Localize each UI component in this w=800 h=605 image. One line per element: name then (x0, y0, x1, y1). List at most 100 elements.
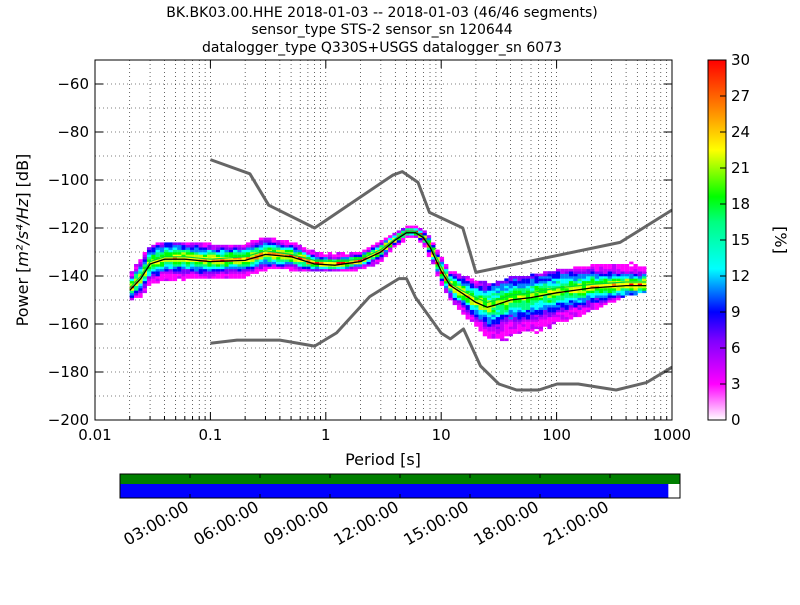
heatmap-cell (280, 244, 285, 248)
heatmap-cell (379, 244, 384, 248)
heatmap-cell (293, 242, 298, 246)
heatmap-cell (280, 264, 285, 267)
heatmap-cell (560, 309, 565, 313)
heatmap-cell (637, 285, 643, 289)
heatmap-cell (581, 307, 587, 310)
heatmap-cell (452, 300, 457, 303)
heatmap-cell (190, 249, 195, 253)
heatmap-cell (624, 288, 630, 291)
heatmap-cell (500, 324, 505, 327)
heatmap-cell (560, 314, 565, 318)
heatmap-cell (521, 321, 526, 325)
heatmap-cell (525, 321, 531, 325)
heatmap-cell (525, 309, 531, 313)
heatmap-cell (177, 264, 182, 267)
heatmap-cell (327, 266, 333, 270)
heatmap-cell (168, 261, 173, 265)
heatmap-cell (198, 261, 203, 265)
heatmap-cell (155, 249, 160, 253)
heatmap-cell (172, 242, 178, 246)
heatmap-cell (525, 285, 531, 289)
heatmap-cell (220, 252, 225, 255)
heatmap-cell (555, 307, 561, 310)
chart-title-line-2: sensor_type STS-2 sensor_sn 120644 (251, 22, 512, 38)
heatmap-cell (534, 324, 539, 327)
heatmap-cell (289, 252, 294, 255)
heatmap-cell (538, 312, 544, 315)
heatmap-cell (129, 280, 135, 284)
heatmap-cell (159, 249, 165, 253)
heatmap-cell (375, 247, 380, 250)
heatmap-cell (530, 319, 535, 322)
heatmap-cell (220, 271, 225, 274)
heatmap-cell (198, 264, 203, 267)
heatmap-cell (508, 304, 513, 308)
heatmap-cell (461, 295, 466, 298)
heatmap-cell (547, 302, 552, 306)
heatmap-cell (551, 321, 556, 325)
heatmap-cell (237, 244, 242, 248)
heatmap-cell (534, 278, 539, 282)
heatmap-cell (478, 283, 483, 286)
heatmap-cell (530, 312, 535, 315)
heatmap-cell (611, 266, 617, 270)
heatmap-cell (534, 283, 539, 286)
heatmap-cell (594, 295, 600, 298)
heatmap-cell (142, 256, 147, 260)
heatmap-cell (181, 266, 186, 270)
heatmap-cell (220, 249, 225, 253)
heatmap-cell (487, 324, 492, 327)
heatmap-cell (159, 242, 165, 246)
heatmap-cell (564, 302, 569, 306)
heatmap-cell (508, 324, 513, 327)
heatmap-cell (245, 247, 251, 250)
heatmap-cell (159, 252, 165, 255)
heatmap-cell (508, 333, 513, 337)
heatmap-cell (185, 249, 191, 253)
heatmap-cell (172, 276, 178, 279)
heatmap-cell (504, 314, 509, 318)
heatmap-cell (254, 256, 259, 260)
heatmap-cell (202, 268, 208, 272)
heatmap-cell (289, 256, 294, 260)
heatmap-cell (508, 278, 513, 282)
heatmap-cell (642, 273, 647, 277)
heatmap-cell (168, 242, 173, 246)
heatmap-cell (228, 254, 234, 258)
heatmap-cell (129, 278, 135, 282)
heatmap-cell (327, 256, 333, 260)
heatmap-cell (508, 321, 513, 325)
heatmap-cell (611, 268, 617, 272)
heatmap-cell (237, 264, 242, 267)
heatmap-cell (349, 268, 354, 272)
heatmap-cell (611, 288, 617, 291)
heatmap-cell (474, 309, 479, 313)
heatmap-cell (551, 273, 556, 277)
heatmap-cell (168, 271, 173, 274)
heatmap-cell (642, 288, 647, 291)
heatmap-cell (233, 247, 238, 250)
heatmap-cell (284, 242, 290, 246)
heatmap-cell (413, 232, 419, 236)
heatmap-cell (525, 300, 531, 303)
heatmap-cell (129, 273, 135, 277)
heatmap-cell (332, 256, 337, 260)
heatmap-cell (500, 292, 505, 296)
heatmap-cell (616, 292, 621, 296)
heatmap-cell (624, 292, 630, 296)
heatmap-cell (146, 278, 152, 282)
heatmap-cell (181, 254, 186, 258)
heatmap-cell (573, 304, 578, 308)
heatmap-cell (250, 266, 255, 270)
heatmap-cell (439, 273, 445, 277)
heatmap-cell (250, 271, 255, 274)
heatmap-cell (590, 295, 595, 298)
heatmap-cell (551, 292, 556, 296)
heatmap-cell (323, 268, 328, 272)
heatmap-cell (224, 254, 229, 258)
heatmap-cell (594, 266, 600, 270)
heatmap-cell (517, 288, 522, 291)
heatmap-cell (301, 261, 307, 265)
heatmap-cell (607, 266, 612, 270)
heatmap-cell (521, 276, 526, 279)
